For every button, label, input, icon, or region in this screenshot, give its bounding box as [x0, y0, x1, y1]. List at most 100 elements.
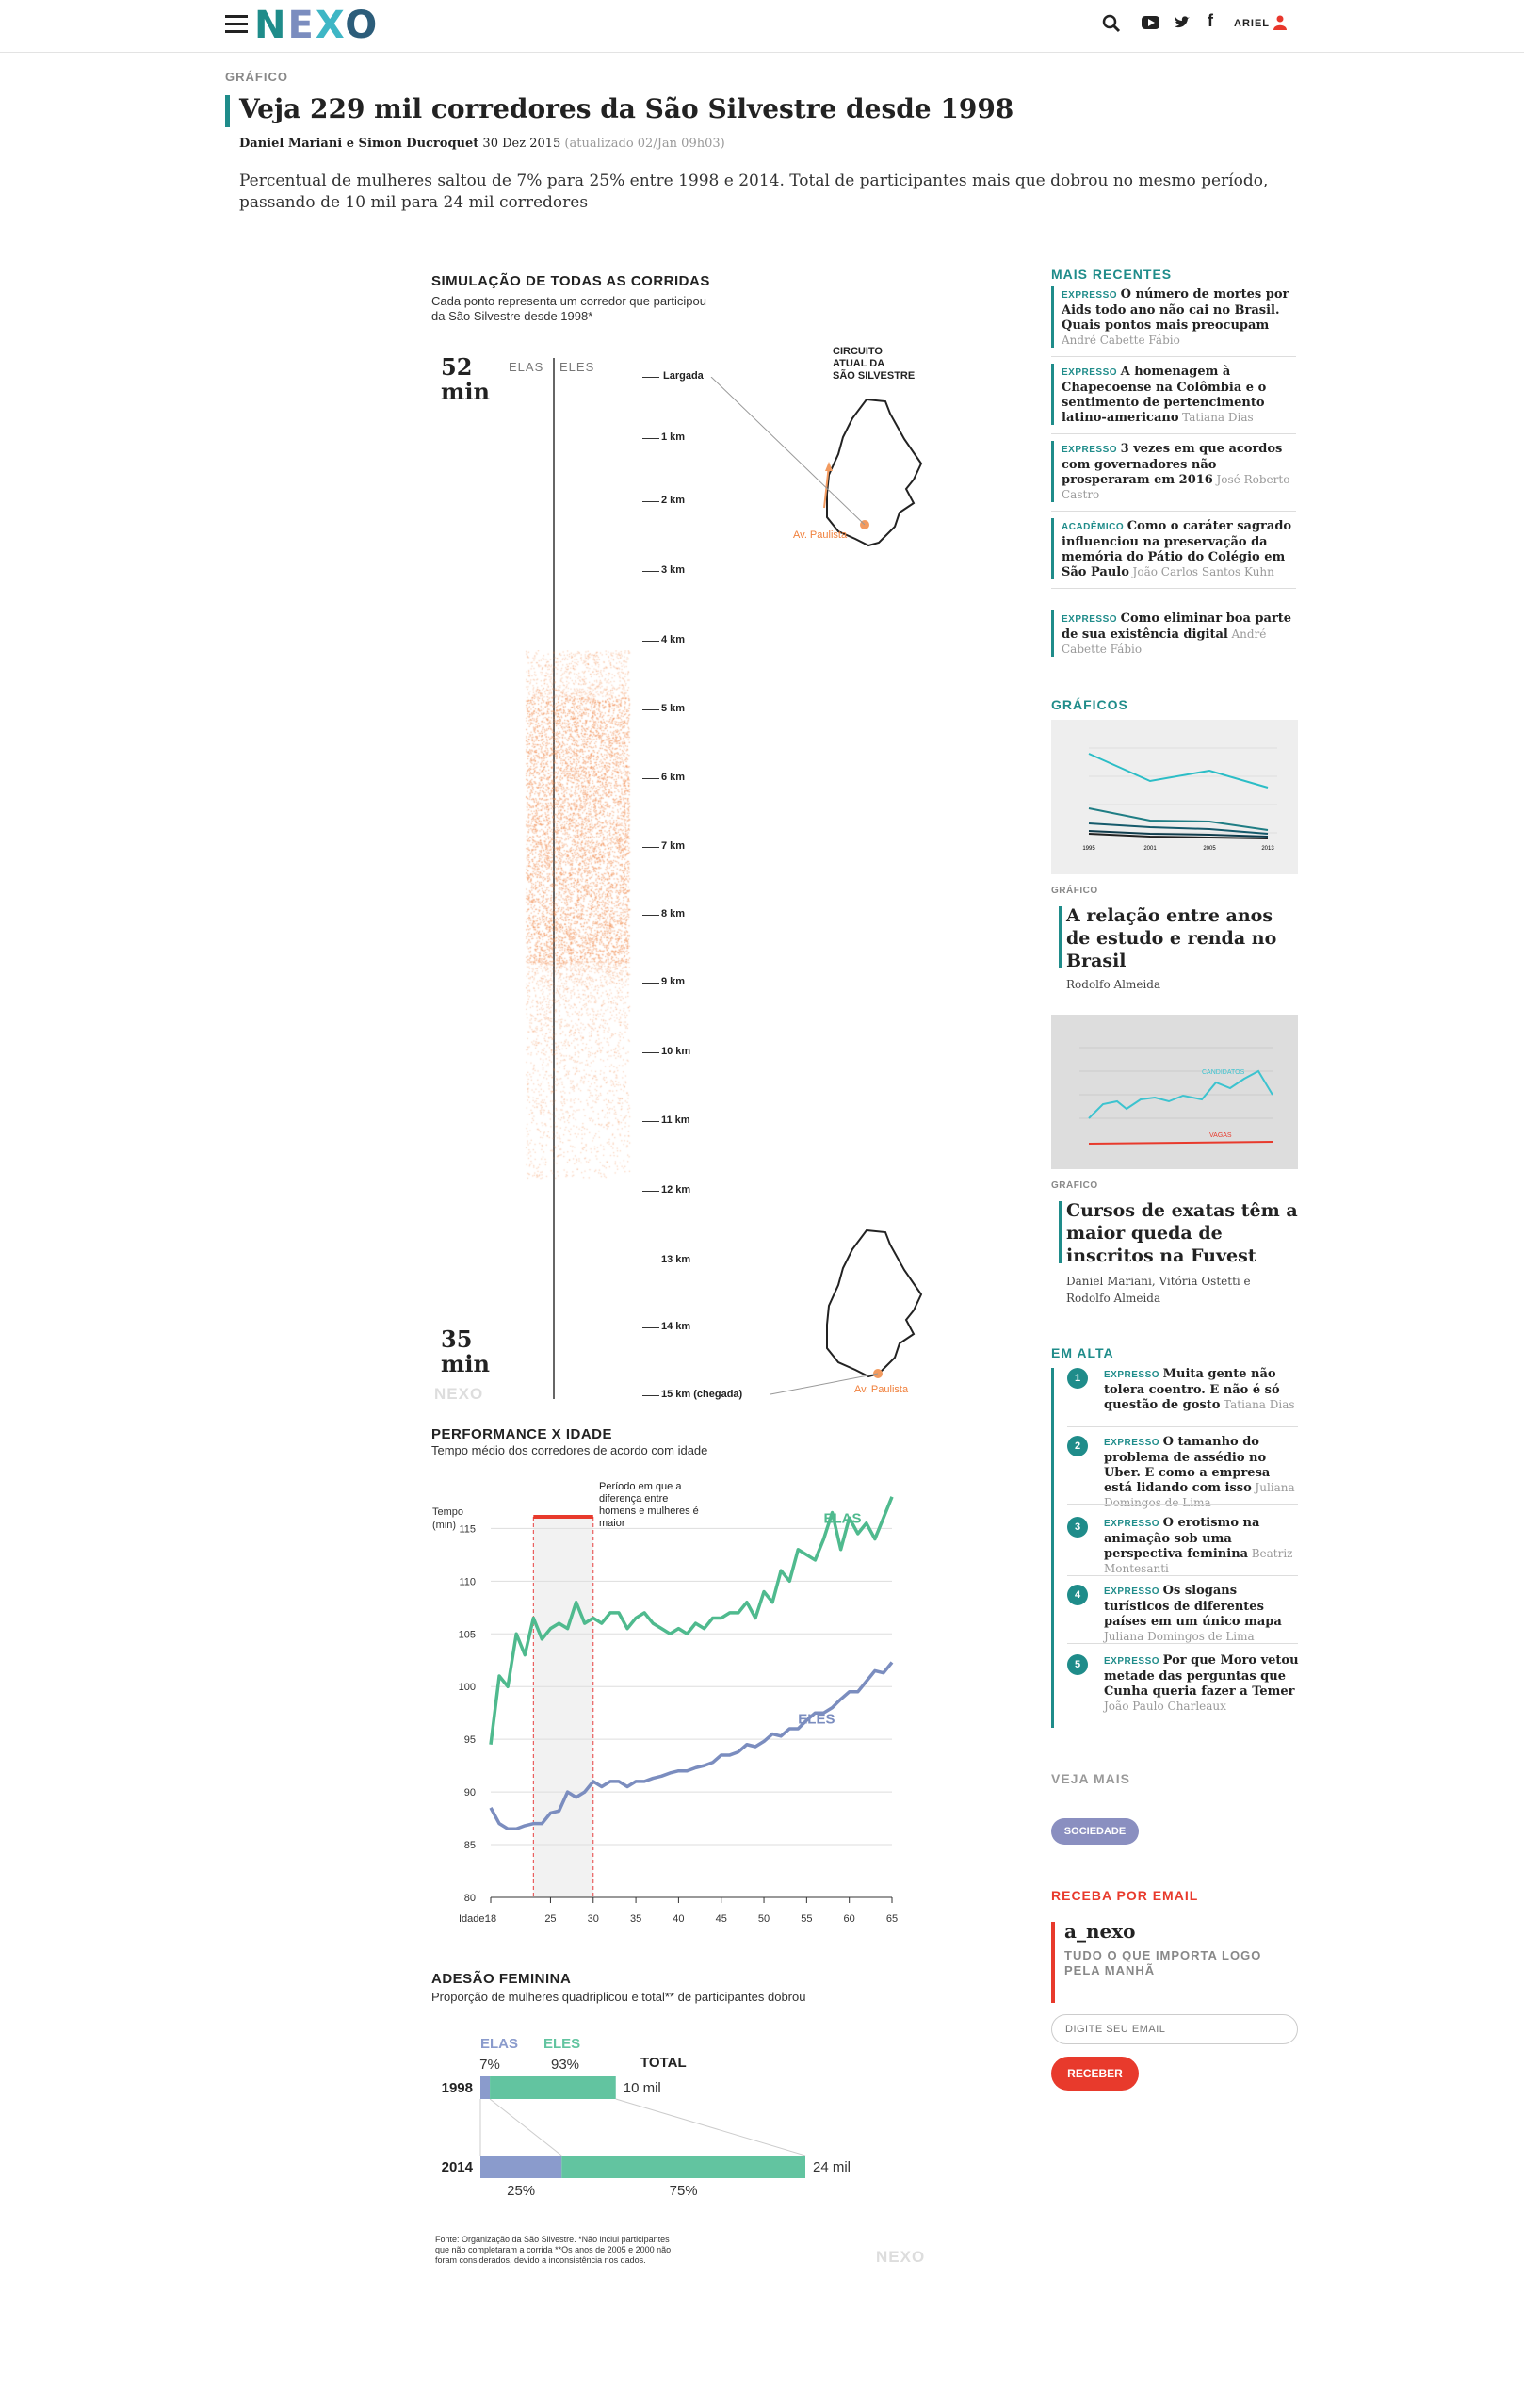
trending-accent	[1051, 1368, 1054, 1728]
newsletter-desc-line-1: TUDO O QUE IMPORTA LOGO	[1064, 1948, 1262, 1962]
recent-separator	[1051, 433, 1296, 434]
adesao-bar-chart: ELAS ELES TOTAL 1998 10 mil 7% 93% 2014 24 mil 25…	[442, 2036, 851, 2199]
y-tick-label: 80	[464, 1893, 476, 1904]
recent-item[interactable]: ACADÊMICO Como o caráter sagrado influen…	[1051, 518, 1296, 579]
trending-item-author[interactable]: Tatiana Dias	[1224, 1398, 1295, 1411]
runner-dots-simulation	[523, 650, 636, 1187]
menu-icon[interactable]	[225, 15, 248, 34]
x-tick-label: 30	[588, 1913, 599, 1925]
recent-item-author[interactable]: Tatiana Dias	[1182, 411, 1254, 424]
trending-separator	[1067, 1426, 1298, 1427]
x-axis-label: Idade:	[459, 1913, 488, 1925]
graphic-1-accent	[1059, 906, 1062, 968]
graphic-1-author[interactable]: Rodolfo Almeida	[1066, 978, 1161, 991]
y-tick-label: 90	[464, 1787, 476, 1798]
newsletter-desc-line-2: PELA MANHÃ	[1064, 1963, 1156, 1977]
trending-separator	[1067, 1504, 1298, 1505]
trending-item[interactable]: EXPRESSO O erotismo na animação sob uma …	[1104, 1515, 1302, 1576]
recent-item-headline[interactable]: A homenagem à Chapecoense na Colômbia e …	[1062, 365, 1267, 425]
trending-item[interactable]: EXPRESSO O tamanho do problema de assédi…	[1104, 1434, 1302, 1510]
article-title: Veja 229 mil corredores da São Silvestre…	[239, 93, 1014, 124]
recent-item[interactable]: EXPRESSO Como eliminar boa parte de sua …	[1051, 610, 1296, 657]
trending-item-headline[interactable]: Muita gente não tolera coentro. E não é …	[1104, 1367, 1280, 1412]
trending-separator	[1067, 1643, 1298, 1644]
km-label: 2 km	[661, 495, 686, 506]
recent-item[interactable]: EXPRESSO O número de mortes por Aids tod…	[1051, 286, 1296, 348]
circuit-label-line-3: SÃO SILVESTRE	[833, 370, 916, 382]
bar-elas-1998	[480, 2076, 491, 2099]
recent-item-headline[interactable]: 3 vezes em que acordos com governadores …	[1062, 442, 1283, 487]
user-name[interactable]: ARIEL	[1234, 18, 1270, 29]
footnote-line-3: foram considerados, devido a inconsistên…	[435, 2255, 646, 2265]
x-tick-label: 35	[630, 1913, 641, 1925]
email-input[interactable]	[1051, 2014, 1298, 2044]
trending-item-author[interactable]: Juliana Domingos de Lima	[1104, 1630, 1255, 1643]
legend-elas: ELAS	[480, 2036, 518, 2052]
trending-item-headline[interactable]: O tamanho do problema de assédio no Uber…	[1104, 1435, 1271, 1495]
article-byline: Daniel Mariani e Simon Ducroquet 30 Dez …	[239, 137, 725, 151]
y-axis-unit: (min)	[432, 1520, 456, 1531]
recent-item-author[interactable]: José Roberto Castro	[1062, 473, 1290, 501]
trending-item-headline[interactable]: Por que Moro vetou metade das perguntas …	[1104, 1653, 1299, 1699]
recent-title: MAIS RECENTES	[1051, 267, 1173, 282]
connector-right	[615, 2098, 806, 2156]
thumb1-year-1: 1995	[1082, 846, 1095, 852]
trending-item-headline[interactable]: O erotismo na animação sob uma perspecti…	[1104, 1516, 1260, 1561]
graphic-2-title[interactable]: Cursos de exatas têm a maior queda de in…	[1066, 1200, 1298, 1266]
graphic-2-author[interactable]: Daniel Mariani, Vitória Ostetti e Rodolf…	[1066, 1275, 1251, 1305]
user-icon[interactable]	[1273, 15, 1287, 30]
total-label: 10 mil	[624, 2080, 661, 2096]
km-label: 8 km	[661, 908, 686, 919]
twitter-icon[interactable]	[1174, 15, 1191, 30]
km-label: 1 km	[661, 431, 686, 443]
trending-title: EM ALTA	[1051, 1345, 1114, 1360]
trending-item[interactable]: EXPRESSO Muita gente não tolera coentro.…	[1104, 1366, 1302, 1412]
youtube-icon[interactable]	[1142, 15, 1160, 30]
graphics-title: GRÁFICOS	[1051, 697, 1128, 712]
trending-item-author[interactable]: Juliana Domingos de Lima	[1104, 1481, 1295, 1509]
nexo-logo[interactable]: NEXO	[254, 4, 380, 47]
x-tick-label: 50	[758, 1913, 770, 1925]
y-tick-label: 105	[459, 1629, 476, 1640]
graphic-thumb-1[interactable]: 1995 2001 2005 2013	[1051, 720, 1298, 874]
legend-total: TOTAL	[640, 2055, 687, 2071]
graphic-thumb-2[interactable]: CANDIDATOS VAGAS	[1051, 1015, 1298, 1169]
search-icon[interactable]	[1102, 14, 1121, 33]
trending-rank-badge: 1	[1067, 1368, 1088, 1389]
time-bottom-value: 35	[441, 1326, 473, 1353]
trending-item[interactable]: EXPRESSO Por que Moro vetou metade das p…	[1104, 1652, 1302, 1714]
trending-item-author[interactable]: João Paulo Charleaux	[1104, 1700, 1226, 1713]
footnote: Fonte: Organização da São Silvestre. *Nã…	[435, 2235, 671, 2266]
recent-item-author[interactable]: André Cabette Fábio	[1062, 627, 1267, 656]
recent-item-author[interactable]: André Cabette Fábio	[1062, 334, 1180, 347]
recent-item-author[interactable]: João Carlos Santos Kuhn	[1132, 565, 1274, 578]
category-label: 1998	[442, 2080, 473, 2096]
trending-item-author[interactable]: Beatriz Montesanti	[1104, 1547, 1293, 1575]
subscribe-button[interactable]: RECEBER	[1051, 2057, 1139, 2091]
trending-item-headline[interactable]: Os slogans turísticos de diferentes país…	[1104, 1584, 1282, 1629]
facebook-icon[interactable]: f	[1208, 11, 1213, 30]
article-dek: Percentual de mulheres saltou de 7% para…	[239, 171, 1269, 212]
recent-item-headline[interactable]: Como o caráter sagrado influenciou na pr…	[1062, 519, 1292, 579]
graphic-1-kicker: GRÁFICO	[1051, 886, 1098, 896]
trending-item[interactable]: EXPRESSO Os slogans turísticos de difere…	[1104, 1583, 1302, 1644]
highlight-band	[533, 1517, 593, 1897]
article-authors[interactable]: Daniel Mariani e Simon Ducroquet	[239, 137, 479, 151]
circuit-map-top	[823, 398, 923, 547]
km-tick	[642, 438, 659, 439]
recent-item[interactable]: EXPRESSO A homenagem à Chapecoense na Co…	[1051, 364, 1296, 425]
email-accent	[1051, 1922, 1055, 2003]
recent-item-headline[interactable]: Como eliminar boa parte de sua existênci…	[1062, 611, 1292, 642]
pct-eles-label: 93%	[551, 2057, 579, 2073]
circuit-label: CIRCUITO ATUAL DA SÃO SILVESTRE	[833, 346, 915, 382]
x-tick-label: 45	[716, 1913, 727, 1925]
recent-separator	[1051, 356, 1296, 357]
recent-item-headline[interactable]: O número de mortes por Aids todo ano não…	[1062, 287, 1289, 333]
km-label: 13 km	[661, 1254, 691, 1265]
tag-sociedade-button[interactable]: SOCIEDADE	[1051, 1818, 1139, 1845]
graphic-1-title[interactable]: A relação entre anos de estudo e renda n…	[1066, 905, 1277, 971]
km-label: 15 km (chegada)	[661, 1389, 743, 1400]
top-navigation-bar: NEXO f ARIEL	[0, 0, 1524, 53]
recent-item[interactable]: EXPRESSO 3 vezes em que acordos com gove…	[1051, 441, 1296, 502]
km-label: 5 km	[661, 703, 686, 714]
